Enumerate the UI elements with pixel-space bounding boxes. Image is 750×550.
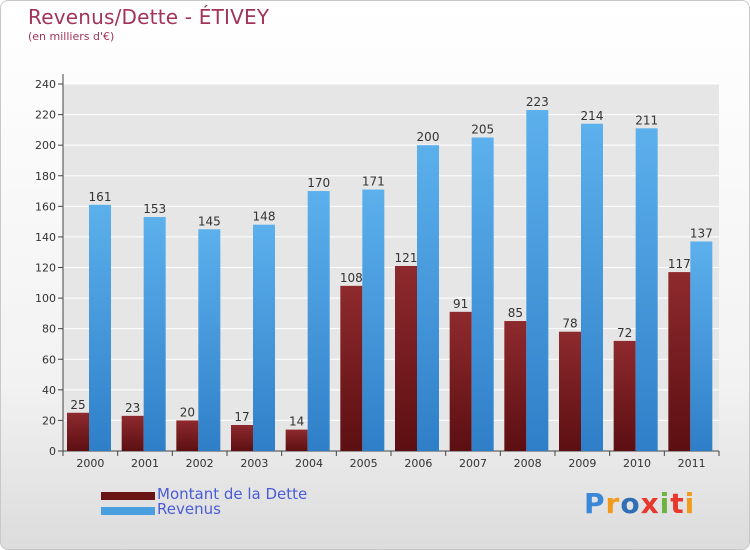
bar-revenus-2007 — [471, 137, 494, 452]
bar-revenus-2001 — [143, 217, 166, 451]
data-label-revenus-2011: 137 — [690, 227, 713, 241]
y-tick-label: 120 — [35, 262, 56, 275]
logo-letter: o — [620, 487, 641, 520]
y-tick-label: 180 — [35, 170, 56, 183]
logo-letter: P — [584, 487, 606, 520]
legend-label-revenus: Revenus — [157, 500, 221, 518]
data-label-revenus-2009: 214 — [581, 109, 604, 123]
bar-revenus-2010 — [635, 128, 658, 451]
x-tick-label: 2003 — [240, 457, 268, 470]
bar-revenus-2008 — [526, 109, 549, 451]
data-label-revenus-2007: 205 — [471, 123, 494, 137]
y-tick-label: 80 — [42, 323, 56, 336]
x-tick-label: 2009 — [568, 457, 596, 470]
x-tick-label: 2005 — [350, 457, 378, 470]
data-label-debt-2008: 85 — [508, 306, 523, 320]
data-label-debt-2001: 23 — [125, 401, 140, 415]
x-tick-label: 2008 — [514, 457, 542, 470]
bar-revenus-2003 — [253, 224, 275, 451]
bar-debt-2001 — [121, 415, 144, 451]
data-label-revenus-2010: 211 — [635, 113, 658, 127]
data-label-revenus-2006: 200 — [417, 130, 440, 144]
y-tick-label: 20 — [42, 414, 56, 427]
logo-letter: i — [684, 487, 696, 520]
bar-revenus-2009 — [581, 123, 603, 451]
bar-debt-2007 — [449, 311, 472, 451]
data-label-debt-2009: 78 — [562, 317, 577, 331]
logo-letter: i — [659, 487, 671, 520]
chart-title: Revenus/Dette - ÉTIVEY — [28, 5, 270, 29]
y-tick-label: 100 — [35, 292, 56, 305]
y-tick-label: 220 — [35, 109, 56, 122]
x-tick-label: 2006 — [404, 457, 432, 470]
data-label-revenus-2004: 170 — [307, 176, 330, 190]
x-tick-label: 2000 — [76, 457, 104, 470]
y-tick-label: 0 — [49, 445, 56, 458]
bar-revenus-2011 — [690, 241, 713, 451]
bar-debt-2010 — [613, 340, 636, 451]
bar-debt-2011 — [668, 272, 691, 451]
data-label-debt-2005: 108 — [340, 271, 363, 285]
bar-debt-2003 — [231, 425, 253, 451]
y-tick-label: 140 — [35, 231, 56, 244]
x-tick-label: 2001 — [131, 457, 159, 470]
bar-debt-2004 — [285, 429, 308, 451]
data-label-revenus-2003: 148 — [253, 210, 276, 224]
legend-label-debt: Montant de la Dette — [157, 485, 308, 503]
bar-revenus-2002 — [198, 229, 221, 451]
bar-revenus-2004 — [307, 191, 330, 451]
y-tick-label: 200 — [35, 139, 56, 152]
bar-revenus-2005 — [362, 189, 385, 451]
x-tick-label: 2002 — [186, 457, 214, 470]
data-label-debt-2007: 91 — [453, 297, 468, 311]
bar-revenus-2000 — [89, 204, 111, 451]
data-label-debt-2011: 117 — [668, 257, 691, 271]
logo-letter: t — [670, 487, 685, 520]
bar-debt-2002 — [176, 420, 199, 451]
data-label-debt-2000: 25 — [70, 398, 85, 412]
legend-swatch-debt — [101, 492, 155, 500]
y-tick-label: 60 — [42, 353, 56, 366]
x-tick-label: 2004 — [295, 457, 323, 470]
proxiti-logo: Proxiti — [584, 487, 695, 520]
logo-letter: r — [605, 487, 621, 520]
data-label-revenus-2001: 153 — [143, 202, 166, 216]
bar-debt-2008 — [504, 321, 527, 451]
bar-debt-2000 — [67, 412, 89, 451]
y-tick-label: 240 — [35, 78, 56, 91]
data-label-revenus-2008: 223 — [526, 95, 549, 109]
data-label-revenus-2000: 161 — [89, 190, 112, 204]
data-label-revenus-2005: 171 — [362, 175, 385, 189]
chart-subtitle: (en milliers d'€) — [28, 30, 115, 43]
data-label-revenus-2002: 145 — [198, 214, 221, 228]
bar-debt-2009 — [559, 331, 581, 451]
x-tick-label: 2011 — [678, 457, 706, 470]
data-label-debt-2004: 14 — [289, 415, 304, 429]
y-tick-label: 40 — [42, 384, 56, 397]
data-label-debt-2010: 72 — [617, 326, 632, 340]
data-label-debt-2006: 121 — [395, 251, 418, 265]
logo-letter: x — [640, 487, 660, 520]
bar-debt-2006 — [395, 265, 417, 451]
x-tick-label: 2010 — [623, 457, 651, 470]
data-label-debt-2002: 20 — [180, 405, 195, 419]
y-tick-label: 160 — [35, 200, 56, 213]
data-label-debt-2003: 17 — [234, 410, 249, 424]
legend-swatch-revenus — [101, 507, 155, 515]
bar-revenus-2006 — [417, 145, 439, 451]
bar-debt-2005 — [340, 285, 363, 451]
x-tick-label: 2007 — [459, 457, 487, 470]
